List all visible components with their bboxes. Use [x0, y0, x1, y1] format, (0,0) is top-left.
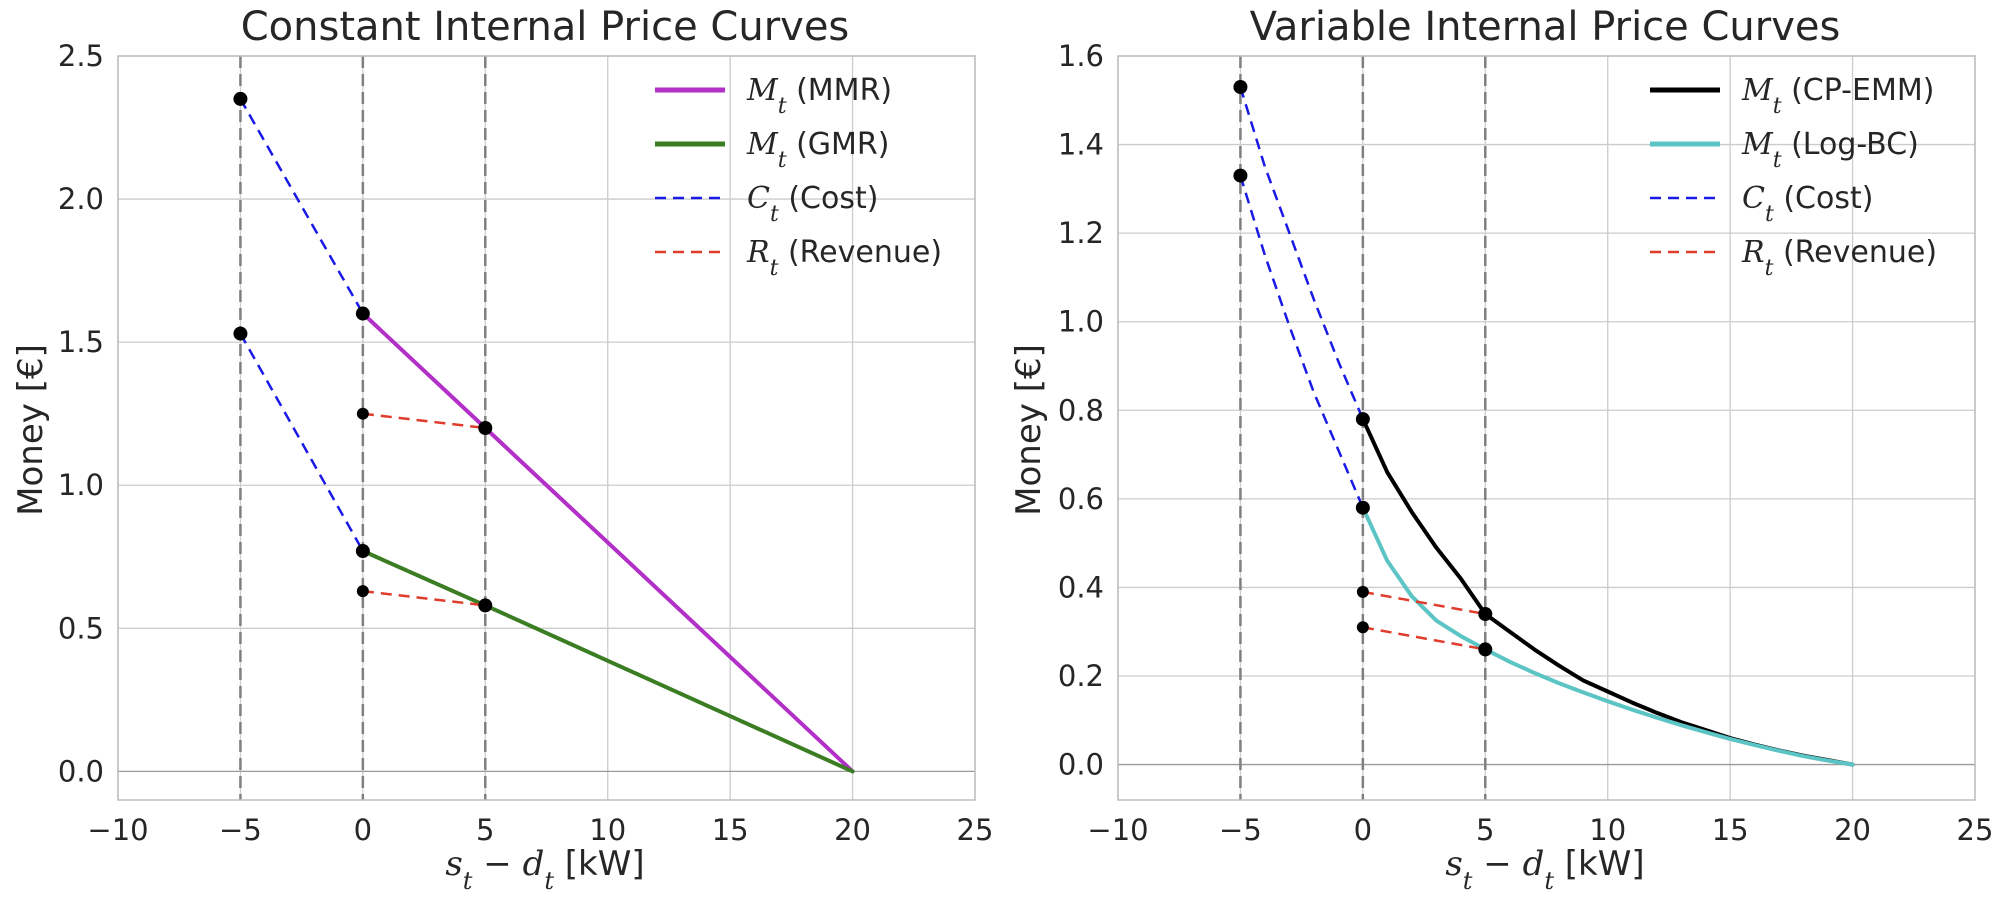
- chart-right-series-line: [1239, 86, 1365, 420]
- chart-left-data-point: [356, 407, 369, 420]
- chart-right-ytick-label: 0.8: [1058, 393, 1104, 427]
- chart-right-ytick-label: 1.2: [1058, 216, 1104, 250]
- chart-right-legend-entry: Rt (Revenue): [1650, 235, 1937, 281]
- chart-left-xtick-label: −5: [219, 813, 262, 847]
- chart-right-ytick-label: 0.6: [1058, 482, 1104, 516]
- chart-left-ytick-label: 2.5: [58, 39, 104, 73]
- chart-left-data-point: [233, 326, 248, 341]
- chart-left-data-point: [478, 598, 493, 613]
- chart-left-ytick-label: 2.0: [58, 182, 104, 216]
- chart-left-xtick-label: 10: [589, 813, 626, 847]
- chart-right-vlines: [1239, 56, 1487, 800]
- chart-left-yticks: 0.0 0.5 1.0 1.5 2.0 2.5: [58, 39, 104, 788]
- chart-left-xtick-label: 15: [712, 813, 749, 847]
- chart-right-data-point: [1233, 168, 1248, 183]
- chart-right-legend-entry: Mt (CP-EMM): [1650, 73, 1934, 119]
- chart-right-series-line: [1362, 590, 1486, 616]
- chart-left-ytick-label: 0.0: [58, 754, 104, 788]
- chart-left-data-point: [356, 585, 369, 598]
- chart-right-data-point: [1233, 80, 1248, 94]
- chart-left-xtick-label: 0: [354, 813, 372, 847]
- chart-left-frame: [117, 55, 976, 801]
- chart-right-xlabel: st − dt [kW]: [1445, 844, 1644, 895]
- chart-right-xtick-label: −5: [1219, 813, 1262, 847]
- chart-left-xlabel: st − dt [kW]: [445, 844, 644, 895]
- chart-right-series-line: [1360, 505, 1855, 767]
- chart-left-series-line: [239, 98, 364, 315]
- chart-right-ytick-label: 0.4: [1058, 570, 1104, 604]
- chart-left-xtick-label: −10: [87, 813, 148, 847]
- chart-right-xtick-label: 15: [1712, 813, 1749, 847]
- chart-right-data-point: [1355, 412, 1370, 427]
- chart-left-data-point: [478, 421, 493, 435]
- chart-left-legend: Mt (MMR) Mt (GMR) Ct (Cost) Rt (Revenue): [655, 73, 942, 281]
- chart-right-xtick-label: 5: [1476, 813, 1494, 847]
- chart-right-points: [1233, 80, 1493, 657]
- chart-right-legend: Mt (CP-EMM) Mt (Log-BC) Ct (Cost) Rt (Reven…: [1650, 73, 1937, 281]
- chart-right-series: [1239, 86, 1855, 767]
- chart-left-legend-entry: Ct (Cost): [655, 181, 878, 227]
- chart-left-series-line: [239, 332, 364, 552]
- chart-left-ylabel: Money [€]: [11, 344, 51, 516]
- chart-right-ytick-label: 1.0: [1058, 305, 1104, 339]
- chart-right-xtick-label: 25: [1957, 813, 1994, 847]
- chart-left-legend-label: Rt (Revenue): [746, 235, 942, 281]
- chart-left-xtick-label: 5: [476, 813, 494, 847]
- chart-left-ytick-label: 0.5: [58, 611, 104, 645]
- chart-right-data-point: [1355, 500, 1370, 515]
- chart-right-yticks: 0.0 0.2 0.4 0.6 0.8 1.0 1.2 1.4 1.6: [1058, 39, 1104, 782]
- chart-right-xticks: −10 −5 0 5 10 15 20 25: [1087, 813, 1993, 847]
- chart-right-data-point: [1356, 621, 1369, 634]
- chart-right-legend-label: Mt (CP-EMM): [1741, 73, 1934, 119]
- chart-left-points: [233, 91, 493, 613]
- chart-right-ytick-label: 0.0: [1058, 748, 1104, 782]
- chart-right-ylabel: Money [€]: [1009, 344, 1049, 516]
- chart-left-ytick-label: 1.5: [58, 325, 104, 359]
- chart-right-frame: [1117, 55, 1976, 801]
- chart-left-ytick-label: 1.0: [58, 468, 104, 502]
- chart-left-legend-label: Mt (GMR): [746, 127, 889, 173]
- chart-right-legend-label: Rt (Revenue): [1741, 235, 1937, 281]
- chart-left-data-point: [355, 306, 370, 321]
- chart-right-legend-label: Ct (Cost): [1742, 181, 1873, 227]
- chart-left: Constant Internal Price Curves −10 −5 0 5 10…: [11, 4, 993, 895]
- chart-right-ytick-label: 1.4: [1058, 128, 1104, 162]
- chart-left-legend-entry: Mt (GMR): [655, 127, 889, 173]
- chart-right-data-point: [1478, 607, 1493, 621]
- chart-left-legend-entry: Rt (Revenue): [655, 235, 942, 281]
- chart-right-ytick-label: 1.6: [1058, 39, 1104, 73]
- chart-left-legend-label: Mt (MMR): [746, 73, 892, 119]
- chart-left-data-point: [233, 91, 248, 106]
- chart-left-legend-entry: Mt (MMR): [655, 73, 892, 119]
- chart-left-legend-label: Ct (Cost): [747, 181, 878, 227]
- chart-left-xtick-label: 20: [834, 813, 871, 847]
- chart-left-xtick-label: 25: [957, 813, 994, 847]
- chart-right-legend-label: Mt (Log-BC): [1741, 127, 1919, 173]
- chart-right-ytick-label: 0.2: [1058, 659, 1104, 693]
- chart-right-series-line: [1362, 626, 1486, 651]
- chart-right-xtick-label: 0: [1354, 813, 1372, 847]
- chart-right-legend-entry: Mt (Log-BC): [1650, 127, 1919, 173]
- chart-left-title: Constant Internal Price Curves: [241, 4, 850, 50]
- chart-right-xtick-label: 10: [1589, 813, 1626, 847]
- chart-left-series-line: [362, 412, 486, 430]
- chart-right-legend-entry: Ct (Cost): [1650, 181, 1873, 227]
- chart-right-xtick-label: 20: [1834, 813, 1871, 847]
- chart-right-title: Variable Internal Price Curves: [1250, 4, 1841, 50]
- chart-left-xticks: −10 −5 0 5 10 15 20 25: [87, 813, 993, 847]
- chart-right-data-point: [1478, 642, 1493, 657]
- chart-right: Variable Internal Price Curves −10 −5 0 5 10…: [1009, 4, 1993, 895]
- chart-right-data-point: [1356, 585, 1369, 598]
- chart-right-xtick-label: −10: [1087, 813, 1148, 847]
- chart-left-series-line: [362, 589, 486, 607]
- chart-left-data-point: [355, 544, 370, 559]
